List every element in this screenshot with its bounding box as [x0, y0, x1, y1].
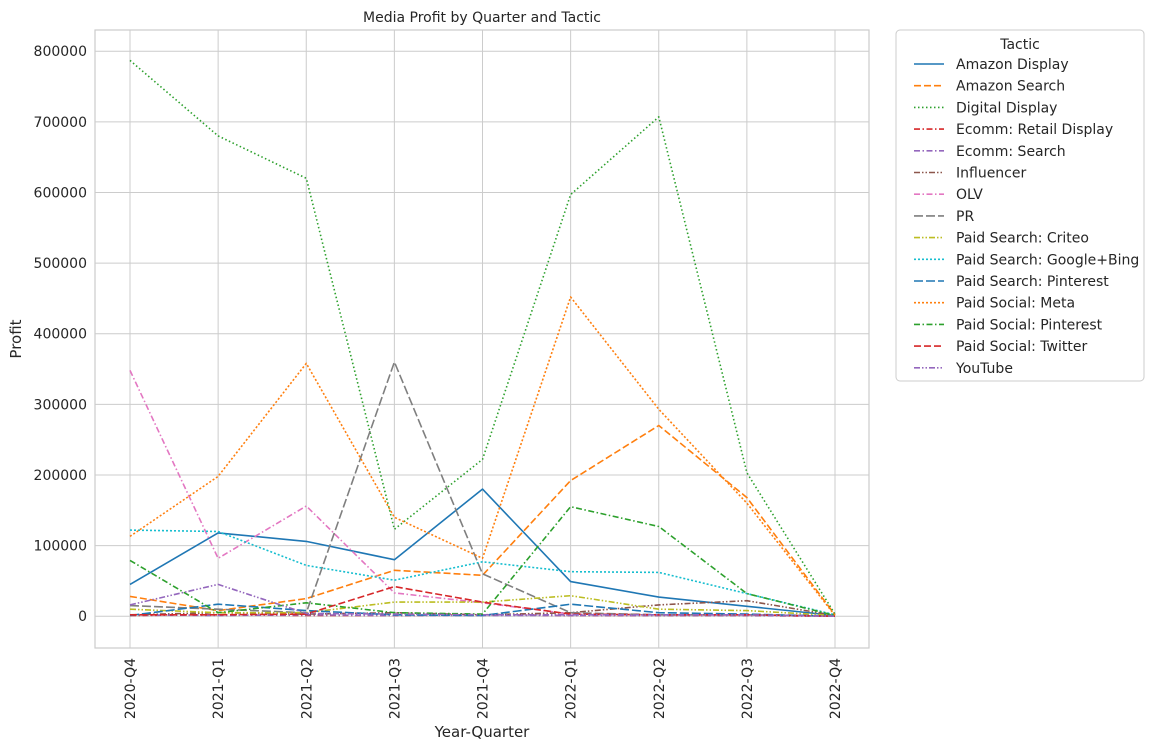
series-lines — [129, 59, 836, 617]
legend-entry-label: Amazon Search — [956, 79, 1065, 95]
plot-area-frame — [94, 29, 870, 649]
x-tick-label: 2021-Q1 — [211, 658, 227, 719]
y-axis: 0 100000 200000 300000 400000 500000 600000 700… — [34, 44, 87, 625]
y-axis-label: Profit — [7, 319, 25, 358]
legend-entry-label: Paid Social: Twitter — [956, 339, 1087, 355]
x-axis-label: Year-Quarter — [434, 723, 531, 741]
legend-title: Tactic — [999, 37, 1040, 53]
chart-title: Media Profit by Quarter and Tactic — [363, 10, 601, 26]
x-tick-label: 2022-Q1 — [564, 658, 580, 719]
legend-entry-label: Paid Social: Pinterest — [956, 317, 1103, 333]
series-line — [129, 603, 836, 617]
legend-entry-label: Ecomm: Search — [956, 144, 1066, 160]
legend-frame — [895, 29, 1145, 382]
x-tick-label: 2022-Q2 — [652, 658, 668, 719]
y-tick-label: 0 — [78, 609, 87, 625]
series-line — [129, 296, 836, 616]
y-tick-label: 500000 — [34, 256, 87, 272]
y-tick-label: 100000 — [34, 539, 87, 555]
series-line — [129, 488, 836, 617]
x-tick-label: 2022-Q3 — [740, 658, 756, 719]
y-tick-label: 400000 — [34, 327, 87, 343]
legend-entry-label: PR — [956, 209, 974, 225]
legend-entry-label: Influencer — [956, 166, 1026, 182]
y-tick-label: 300000 — [34, 397, 87, 413]
x-tick-label: 2020-Q4 — [123, 658, 139, 719]
y-tick-label: 800000 — [34, 44, 87, 60]
series-line — [130, 585, 836, 617]
legend-entry-label: Ecomm: Retail Display — [956, 122, 1113, 138]
series-line — [129, 59, 836, 615]
x-tick-label: 2021-Q4 — [476, 658, 492, 719]
series-line — [129, 529, 836, 616]
series-line — [129, 583, 836, 617]
legend-entry-label: Digital Display — [956, 100, 1057, 116]
x-tick-label: 2021-Q3 — [387, 658, 403, 719]
legend-entry-label: Amazon Display — [956, 57, 1069, 73]
y-tick-label: 200000 — [34, 468, 87, 484]
x-tick-label: 2021-Q2 — [299, 658, 315, 719]
grid-lines — [95, 30, 869, 648]
legend-entry-label: Paid Social: Meta — [956, 296, 1075, 312]
y-tick-label: 600000 — [34, 185, 87, 201]
y-tick-label: 700000 — [34, 115, 87, 131]
series-line — [129, 594, 836, 617]
legend: Tactic Amazon Display Amazon Search Digita… — [895, 29, 1145, 382]
legend-entry-label: Paid Search: Pinterest — [956, 274, 1109, 290]
legend-entry-label: Paid Search: Criteo — [956, 231, 1089, 247]
legend-entry-label: YouTube — [955, 361, 1013, 377]
series-line — [129, 505, 836, 617]
x-axis: 2020-Q4 2021-Q1 2021-Q2 2021-Q3 2021-Q4 2022-… — [123, 658, 844, 719]
x-tick-label: 2022-Q4 — [828, 658, 844, 719]
legend-entry-label: Paid Search: Google+Bing — [956, 252, 1139, 268]
legend-entry-label: OLV — [956, 187, 983, 203]
